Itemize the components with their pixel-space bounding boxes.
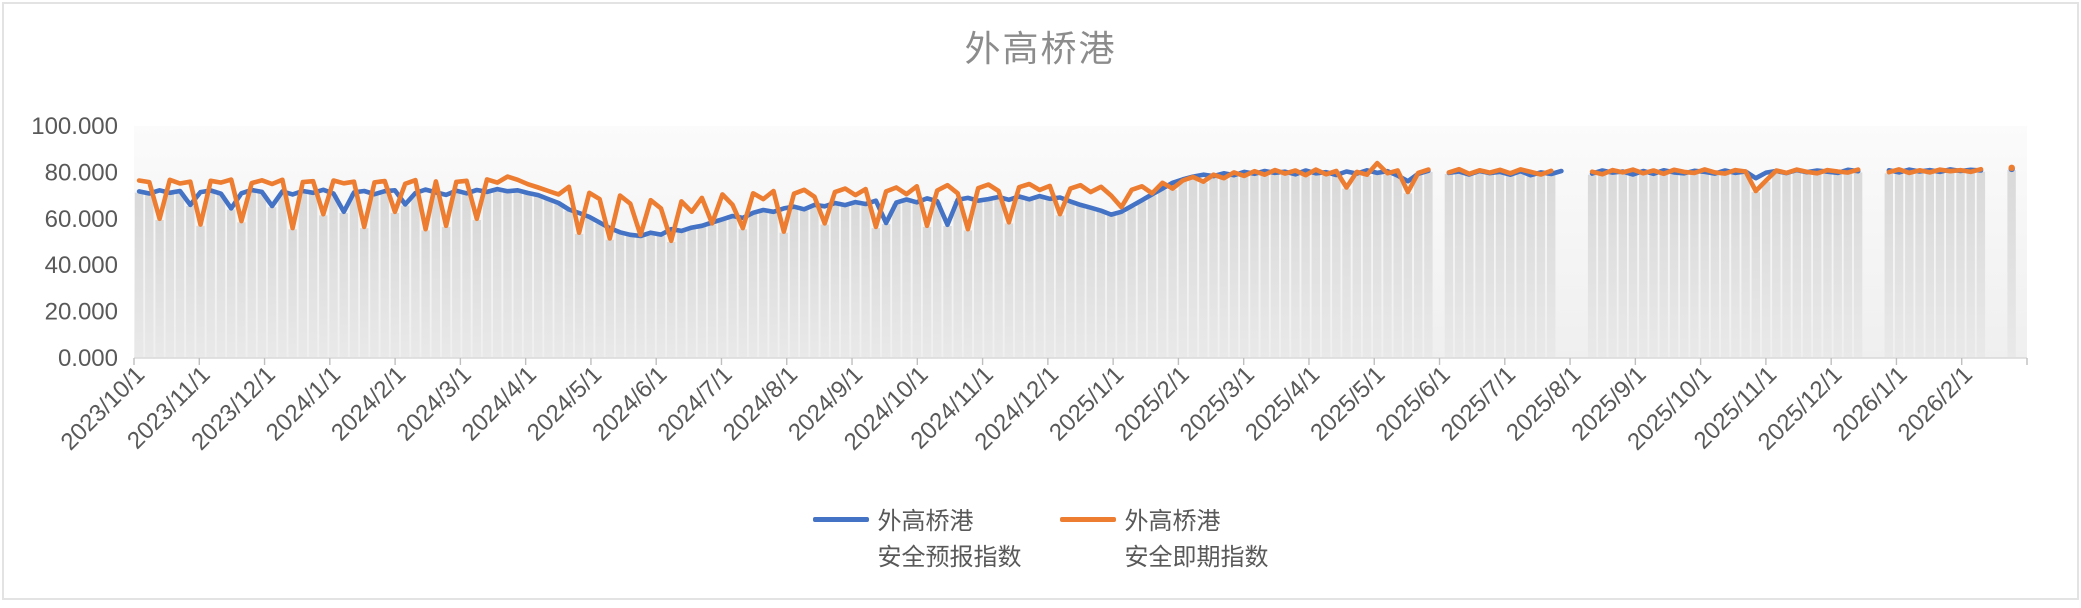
- svg-text:80.000: 80.000: [45, 159, 118, 186]
- plot-area: 2023/10/12023/11/12023/12/12024/1/12024/…: [31, 113, 2028, 456]
- legend-label-line1: 外高桥港: [877, 508, 974, 535]
- legend-line-swatch-blue-icon: [812, 517, 869, 522]
- svg-text:60.000: 60.000: [45, 206, 118, 233]
- legend-label-spot-index: 外高桥港 安全即期指数: [1125, 504, 1269, 576]
- svg-text:0.000: 0.000: [58, 345, 118, 372]
- legend-line-swatch-orange-icon: [1059, 517, 1116, 522]
- svg-text:40.000: 40.000: [45, 252, 118, 279]
- legend-item-forecast-index[interactable]: 外高桥港 安全预报指数: [812, 504, 1022, 576]
- legend-label-line2: 安全即期指数: [1124, 544, 1269, 571]
- legend-label-forecast-index: 外高桥港 安全预报指数: [878, 504, 1022, 576]
- legend-item-spot-index[interactable]: 外高桥港 安全即期指数: [1059, 504, 1269, 576]
- svg-text:100.000: 100.000: [31, 113, 118, 140]
- legend: 外高桥港 安全预报指数 外高桥港 安全即期指数: [4, 504, 2077, 576]
- svg-text:20.000: 20.000: [45, 299, 118, 326]
- legend-label-line2: 安全预报指数: [877, 544, 1022, 571]
- chart-title: 外高桥港: [964, 28, 1117, 69]
- legend-label-line1: 外高桥港: [1124, 508, 1221, 535]
